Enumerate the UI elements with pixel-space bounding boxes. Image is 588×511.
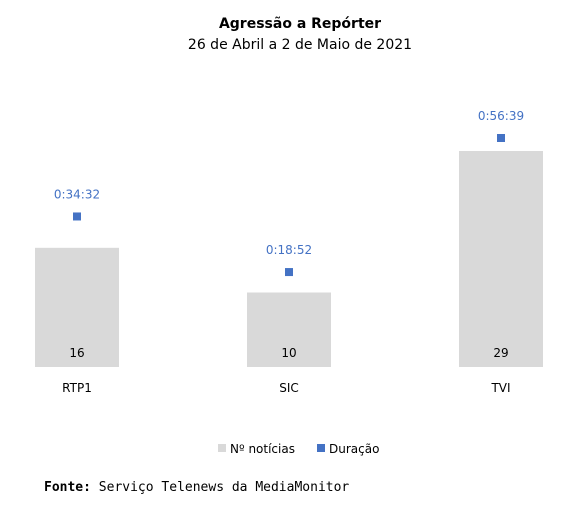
bar-rtp1 xyxy=(35,247,119,367)
chart-subtitle: 26 de Abril a 2 de Maio de 2021 xyxy=(188,37,412,53)
source-text: Serviço Telenews da MediaMonitor xyxy=(98,480,350,495)
plot-area: 16 RTP1 0:34:32 10 SIC 0:18:52 29 TVI 0:56:39 xyxy=(35,109,543,395)
category-label: SIC xyxy=(279,381,299,395)
legend: Nº notícias Duração xyxy=(218,442,379,456)
duration-label: 0:18:52 xyxy=(266,243,312,257)
duration-marker-sic xyxy=(285,268,293,277)
bar-value-label: 10 xyxy=(281,346,296,360)
bar-value-label: 16 xyxy=(69,346,84,360)
category-label: RTP1 xyxy=(62,381,92,395)
source-note: Fonte: Serviço Telenews da MediaMonitor xyxy=(44,480,349,495)
duration-label: 0:56:39 xyxy=(478,109,524,123)
legend-swatch-noticias xyxy=(218,444,226,452)
category-label: TVI xyxy=(490,381,510,395)
legend-label-noticias: Nº notícias xyxy=(230,442,295,456)
duration-marker-tvi xyxy=(497,134,505,142)
legend-swatch-duracao xyxy=(317,444,325,452)
duration-label: 0:34:32 xyxy=(54,187,100,201)
duration-marker-rtp1 xyxy=(73,212,81,221)
legend-label-duracao: Duração xyxy=(329,442,379,456)
source-label: Fonte: xyxy=(44,480,91,495)
bar-value-label: 29 xyxy=(493,346,508,360)
chart-title: Agressão a Repórter xyxy=(219,16,381,32)
bar-sic xyxy=(247,292,331,367)
bar-tvi xyxy=(459,151,543,367)
